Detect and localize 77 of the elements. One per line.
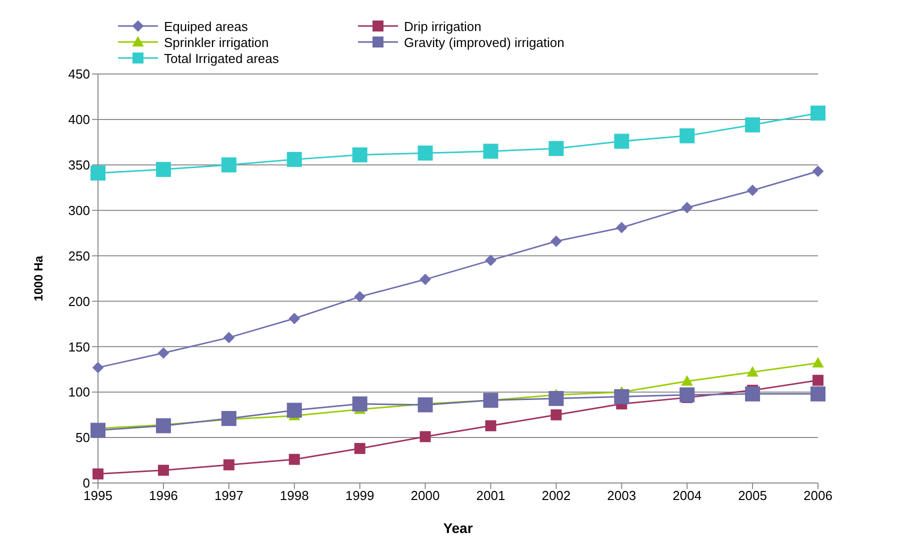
point — [156, 162, 171, 177]
point — [747, 366, 758, 377]
point — [221, 410, 236, 426]
point — [810, 106, 826, 121]
legend-label: Sprinkler irrigation — [163, 34, 270, 50]
y-axis-title: 1000 Ha — [31, 255, 46, 302]
point — [223, 332, 234, 344]
point — [616, 222, 628, 234]
y-tick-label: 450 — [68, 66, 90, 82]
point — [483, 144, 498, 159]
legend-label: Total Irrigated areas — [163, 50, 280, 66]
point — [92, 468, 104, 480]
y-tick-label: 0 — [82, 476, 90, 491]
point — [286, 152, 302, 167]
point — [418, 146, 433, 161]
point — [418, 397, 433, 412]
point — [614, 389, 630, 404]
x-tick-label: 2005 — [738, 488, 768, 504]
x-tick-label: 1999 — [345, 488, 374, 504]
x-tick-label: 2002 — [542, 488, 571, 504]
point — [680, 128, 695, 144]
y-tick-label: 400 — [68, 112, 90, 128]
point — [223, 459, 234, 470]
legend-label: Equiped areas — [163, 18, 249, 34]
point — [354, 291, 366, 302]
y-tick-label: 200 — [68, 294, 90, 309]
point — [812, 374, 824, 386]
point — [548, 141, 564, 156]
point — [550, 409, 562, 420]
point — [158, 348, 169, 359]
x-axis-title: Year — [443, 520, 474, 536]
legend-label: Gravity (improved) irrigation — [403, 34, 566, 50]
point — [485, 420, 496, 432]
point — [158, 464, 169, 476]
point — [92, 362, 104, 374]
point — [288, 454, 300, 465]
x-tick-label: 2004 — [672, 488, 702, 504]
point — [352, 396, 368, 412]
point — [352, 147, 368, 162]
point — [812, 166, 824, 177]
legend-label: Drip irrigation — [403, 18, 482, 34]
point — [550, 236, 562, 247]
point — [745, 117, 760, 132]
x-tick-label: 1998 — [280, 488, 309, 504]
point — [485, 254, 496, 266]
point — [680, 387, 695, 402]
x-tick-label: 2001 — [476, 488, 506, 504]
point — [682, 202, 693, 214]
point — [812, 358, 824, 368]
y-tick-label: 350 — [68, 158, 90, 173]
point — [614, 134, 630, 149]
point — [354, 442, 366, 454]
point — [810, 386, 826, 402]
point — [420, 431, 431, 442]
y-tick-label: 100 — [68, 384, 90, 400]
point — [483, 392, 498, 408]
y-tick-label: 50 — [76, 430, 90, 446]
y-tick-label: 150 — [68, 339, 90, 354]
x-tick-label: 1997 — [214, 488, 244, 504]
x-tick-label: 2000 — [410, 488, 440, 504]
x-tick-label: 2006 — [804, 488, 832, 504]
x-tick-label: 2003 — [607, 488, 636, 504]
point — [747, 184, 758, 196]
point — [156, 418, 171, 434]
point — [420, 274, 431, 285]
point — [288, 312, 300, 324]
point — [221, 157, 236, 172]
point — [745, 386, 760, 402]
x-tick-label: 1996 — [148, 488, 178, 504]
x-tick-label: 1995 — [84, 488, 112, 504]
y-tick-label: 250 — [68, 248, 90, 264]
y-tick-label: 300 — [68, 202, 90, 218]
point — [90, 422, 106, 438]
point — [682, 376, 693, 386]
point — [548, 390, 564, 406]
point — [286, 402, 302, 418]
point — [90, 166, 106, 181]
